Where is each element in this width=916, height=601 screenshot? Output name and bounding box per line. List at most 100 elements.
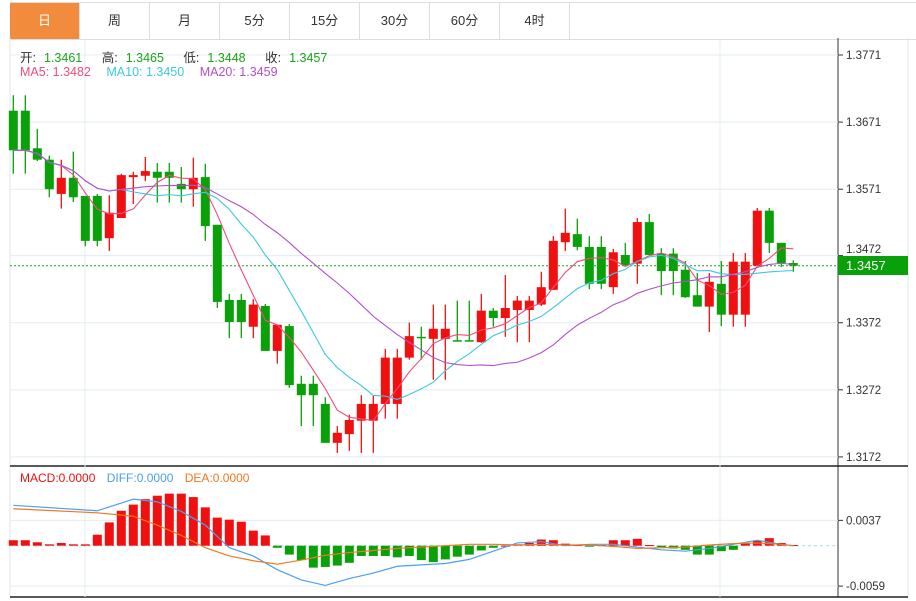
macd-bar xyxy=(536,539,546,546)
ma-info: MA5: 1.3482 MA10: 1.3450 MA20: 1.3459 xyxy=(20,65,286,79)
macd-bar xyxy=(740,542,750,546)
candle-body xyxy=(140,171,150,176)
price-axis-label: 1.3272 xyxy=(846,385,881,397)
candle-body xyxy=(392,357,402,404)
ma20-line xyxy=(13,149,794,367)
macd-bar xyxy=(428,545,438,563)
candle-body xyxy=(380,357,390,404)
candle-body xyxy=(740,261,750,315)
price-axis-label: 1.3172 xyxy=(846,452,881,464)
candle-body xyxy=(224,299,234,323)
candle-body xyxy=(152,171,162,178)
price-axis-label: 1.3472 xyxy=(846,244,881,256)
candle-body xyxy=(692,295,702,307)
macd-bar xyxy=(32,542,42,546)
candle-body xyxy=(296,383,306,396)
candle-body xyxy=(608,252,618,288)
candle-body xyxy=(308,383,318,396)
macd-bar xyxy=(356,545,366,556)
macd-bar xyxy=(80,544,90,546)
candle-body xyxy=(404,336,414,358)
candle-body xyxy=(56,177,66,194)
macd-info: MACD:0.0000 DIFF:0.0000 DEA:0.0000 xyxy=(20,471,257,485)
dea-line xyxy=(13,508,794,565)
candle-body xyxy=(512,300,522,310)
macd-bar xyxy=(56,542,66,546)
macd-bar xyxy=(476,545,486,551)
candle-body xyxy=(68,177,78,198)
macd-bar xyxy=(260,535,270,546)
tab-week[interactable]: 周 xyxy=(80,3,150,39)
ma10-line xyxy=(13,149,794,401)
macd-bar xyxy=(332,545,342,566)
tab-4hour[interactable]: 4时 xyxy=(500,3,570,39)
price-axis-label: 1.3671 xyxy=(846,117,881,129)
macd-bar xyxy=(548,540,558,546)
candle-body xyxy=(440,328,450,339)
tab-5min[interactable]: 5分 xyxy=(220,3,290,39)
candle-body xyxy=(452,340,462,342)
tab-day[interactable]: 日 xyxy=(10,3,80,39)
candle-body xyxy=(272,324,282,351)
close-label: 收: xyxy=(265,51,282,65)
price-axis-label: 1.3571 xyxy=(846,184,881,196)
candle-body xyxy=(764,210,774,243)
candle-body xyxy=(248,304,258,327)
candle-body xyxy=(128,175,138,178)
macd-bar xyxy=(728,545,738,550)
high-label: 高: xyxy=(101,51,118,65)
candle-body xyxy=(596,246,606,284)
candle-body xyxy=(8,110,18,151)
macd-bar xyxy=(608,540,618,546)
macd-bar xyxy=(284,545,294,555)
candle-body xyxy=(656,253,666,272)
candle-body xyxy=(728,261,738,315)
dea-value: DEA:0.0000 xyxy=(184,471,250,485)
macd-bar xyxy=(152,495,162,546)
open-label: 开: xyxy=(20,51,36,65)
candle-body xyxy=(668,253,678,272)
macd-bar xyxy=(380,545,390,556)
candle-body xyxy=(488,310,498,319)
candle-body xyxy=(416,336,426,339)
candle-body xyxy=(332,432,342,443)
macd-bar xyxy=(92,534,102,546)
macd-bar xyxy=(452,545,462,557)
candle-body xyxy=(500,307,510,319)
ma5-value: MA5: 1.3482 xyxy=(20,65,91,79)
diff-line xyxy=(13,498,794,587)
macd-bar xyxy=(128,504,138,546)
tab-30min[interactable]: 30分 xyxy=(360,3,430,39)
candle-body xyxy=(104,212,114,239)
low-label: 低: xyxy=(183,51,200,65)
macd-bar xyxy=(176,493,186,546)
macd-bar xyxy=(140,499,150,546)
candle-body xyxy=(368,403,378,421)
candle-body xyxy=(260,305,270,351)
tab-month[interactable]: 月 xyxy=(150,3,220,39)
candle-body xyxy=(704,281,714,307)
ma20-value: MA20: 1.3459 xyxy=(199,65,278,79)
candle-body xyxy=(44,159,54,190)
macd-bar xyxy=(584,545,594,547)
candle-body xyxy=(524,300,534,310)
macd-value: MACD:0.0000 xyxy=(20,471,96,485)
macd-bar xyxy=(104,522,114,546)
candle-body xyxy=(116,175,126,219)
candle-body xyxy=(644,222,654,255)
tab-60min[interactable]: 60分 xyxy=(430,3,500,39)
candle-body xyxy=(176,183,186,190)
candle-body xyxy=(536,287,546,305)
macd-bar xyxy=(500,545,510,547)
candle-body xyxy=(236,299,246,323)
candle-body xyxy=(680,269,690,298)
candle-body xyxy=(428,328,438,339)
candle-body xyxy=(620,254,630,266)
tab-15min[interactable]: 15分 xyxy=(290,3,360,39)
current-price-tag: 1.3457 xyxy=(838,256,908,276)
macd-bar xyxy=(308,545,318,568)
macd-bar xyxy=(404,545,414,556)
candle-body xyxy=(344,420,354,435)
macd-bar xyxy=(236,521,246,546)
